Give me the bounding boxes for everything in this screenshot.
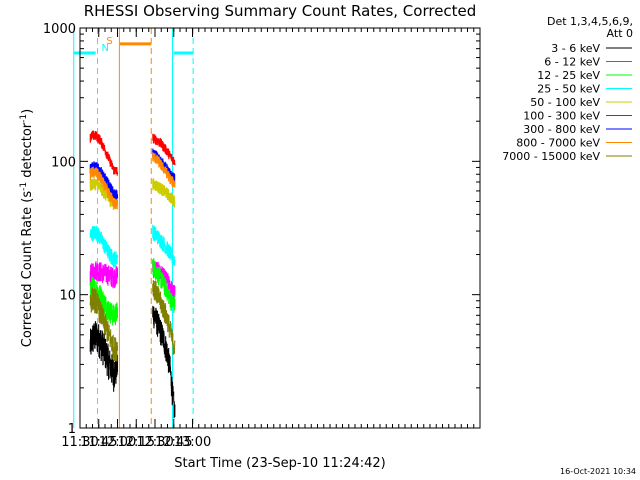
instrument-annotations: NS — [73, 28, 194, 428]
y-axis: 1 10 100 1000 — [43, 22, 480, 437]
x-tick-label: 11:30 — [61, 435, 98, 450]
series-line — [89, 225, 118, 268]
legend-header-line: Det 1,3,4,5,6,9, — [547, 15, 633, 28]
series-line — [152, 258, 176, 314]
s-label: S — [106, 36, 112, 47]
series-line — [89, 166, 118, 210]
series-line — [152, 178, 176, 208]
legend-label: 6 - 12 keV — [544, 56, 600, 69]
legend-label: 12 - 25 keV — [537, 69, 600, 82]
series-line — [152, 224, 176, 266]
y-tick-label: 1000 — [43, 22, 76, 37]
series-800-7000-kev — [89, 152, 176, 210]
series-line — [152, 133, 176, 166]
chart-title: RHESSI Observing Summary Count Rates, Co… — [84, 2, 477, 20]
legend-label: 100 - 300 keV — [523, 110, 600, 123]
generated-timestamp: 16-Oct-2021 10:34 — [560, 467, 636, 476]
series-line — [89, 287, 118, 362]
y-tick-label: 1 — [68, 422, 76, 437]
y-tick-label: 10 — [59, 289, 76, 304]
series-7000-15000-kev — [89, 280, 176, 362]
y-axis-label: Corrected Count Rate (s-1 detector-1) — [19, 109, 35, 347]
legend-header-line: Att 0 — [607, 27, 633, 40]
x-tick-label: 11:45 — [80, 435, 117, 450]
series-100-300-kev — [89, 130, 176, 176]
series-line — [152, 148, 176, 184]
x-tick-label: 12:45 — [155, 435, 192, 450]
x-tick-label: 12:00 — [99, 435, 136, 450]
series-line — [152, 305, 176, 419]
series-line — [89, 130, 118, 176]
legend-label: 7000 - 15000 keV — [502, 150, 600, 163]
series-line — [152, 280, 176, 355]
series-25-50-kev — [89, 224, 176, 268]
series-300-800-kev — [89, 148, 176, 201]
x-tick-label: 13:00 — [174, 435, 211, 450]
y-tick-label: 100 — [51, 155, 76, 170]
series-line — [89, 261, 118, 289]
x-tick-label: 12:15 — [118, 435, 155, 450]
series-line — [89, 161, 118, 201]
legend-label: 25 - 50 keV — [537, 83, 600, 96]
series-line — [152, 152, 176, 188]
legend-header: Det 1,3,4,5,6,9,Att 0 — [547, 15, 633, 40]
series-group — [89, 130, 176, 419]
legend-label: 3 - 6 keV — [551, 42, 600, 55]
n-label: N — [102, 43, 109, 54]
legend-label: 50 - 100 keV — [530, 96, 600, 109]
legend-label: 800 - 7000 keV — [516, 137, 600, 150]
x-axis-label: Start Time (23-Sep-10 11:24:42) — [174, 456, 385, 471]
series-3-6-kev — [89, 305, 176, 419]
legend-label: 300 - 800 keV — [523, 123, 600, 136]
x-tick-label: 12:30 — [136, 435, 173, 450]
series-line — [89, 321, 118, 392]
